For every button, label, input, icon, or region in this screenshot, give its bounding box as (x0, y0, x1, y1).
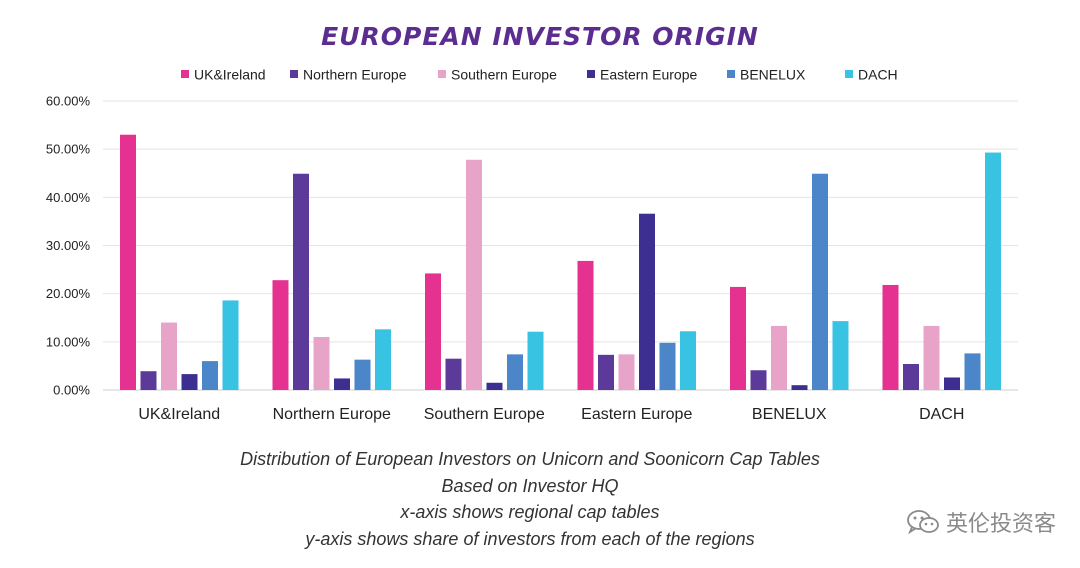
bar (944, 377, 960, 390)
bar (375, 329, 391, 390)
legend-swatch (587, 70, 595, 78)
chart-caption: Distribution of European Investors on Un… (0, 446, 1060, 552)
bar (812, 173, 828, 390)
x-category-label: BENELUX (752, 406, 827, 423)
bar (598, 354, 614, 390)
bar (639, 213, 655, 390)
bar (527, 331, 544, 390)
bar-chart: UK&Ireland Northern Europe Southern Europe… (46, 67, 1018, 423)
bar (161, 322, 177, 390)
bar (222, 300, 239, 390)
bar (964, 353, 981, 390)
y-axis-ticks: 0.00% 10.00% 20.00% 30.00% 40.00% 50.00% 60.00… (46, 94, 91, 398)
bar (618, 354, 635, 390)
bar (832, 321, 849, 390)
y-tick-label: 0.00% (53, 383, 90, 398)
bar (771, 325, 787, 390)
chart-title: EUROPEAN INVESTOR ORIGIN (321, 22, 759, 51)
bar (293, 173, 309, 390)
caption-line-1: Distribution of European Investors on Un… (240, 449, 820, 469)
legend-swatch (845, 70, 853, 78)
bar (202, 361, 218, 390)
chart-bars (120, 134, 1001, 390)
watermark-text: 英伦投资客 (945, 512, 1056, 537)
bar (466, 159, 482, 390)
y-tick-label: 30.00% (46, 238, 91, 253)
wechat-icon (907, 510, 939, 535)
x-axis-categories: UK&Ireland Northern Europe Southern Europe… (138, 406, 964, 423)
bar (425, 273, 441, 390)
y-tick-label: 50.00% (46, 142, 91, 157)
legend-label: Northern Europe (303, 67, 407, 83)
bar (181, 374, 198, 390)
caption-line-3: x-axis shows regional cap tables (400, 502, 660, 522)
x-category-label: Southern Europe (424, 406, 545, 423)
bar (882, 284, 899, 390)
bar (140, 371, 157, 390)
bar (507, 354, 523, 390)
bar (313, 337, 330, 390)
legend-swatch (727, 70, 735, 78)
legend-swatch (181, 70, 189, 78)
bar (730, 286, 746, 390)
x-category-label: UK&Ireland (138, 406, 220, 423)
bar (791, 385, 808, 390)
bar (659, 342, 676, 390)
bar (923, 325, 940, 390)
caption-line-4: y-axis shows share of investors from eac… (305, 528, 755, 549)
bar (486, 382, 503, 390)
y-tick-label: 20.00% (46, 286, 91, 301)
y-tick-label: 40.00% (46, 190, 91, 205)
bar (985, 152, 1001, 390)
bar (354, 359, 371, 390)
legend-swatch (290, 70, 298, 78)
bar (272, 280, 289, 390)
y-tick-label: 60.00% (46, 94, 91, 109)
watermark: 英伦投资客 (906, 506, 1056, 538)
bar (577, 260, 594, 390)
bar (680, 331, 696, 390)
x-category-label: DACH (919, 406, 964, 423)
legend-label: DACH (858, 67, 898, 83)
bar (903, 363, 919, 390)
x-category-label: Northern Europe (273, 406, 391, 423)
chart-legend: UK&Ireland Northern Europe Southern Europe… (181, 67, 898, 83)
bar (750, 370, 767, 390)
chart-gridlines (103, 100, 1018, 391)
bar (120, 134, 136, 390)
bar (334, 378, 350, 390)
caption-line-2: Based on Investor HQ (441, 475, 619, 496)
legend-label: BENELUX (740, 67, 806, 83)
legend-label: UK&Ireland (194, 67, 266, 83)
bar (445, 358, 462, 390)
x-category-label: Eastern Europe (581, 406, 692, 423)
legend-label: Southern Europe (451, 67, 557, 83)
legend-swatch (438, 70, 446, 78)
legend-label: Eastern Europe (600, 67, 697, 83)
y-tick-label: 10.00% (46, 334, 91, 349)
